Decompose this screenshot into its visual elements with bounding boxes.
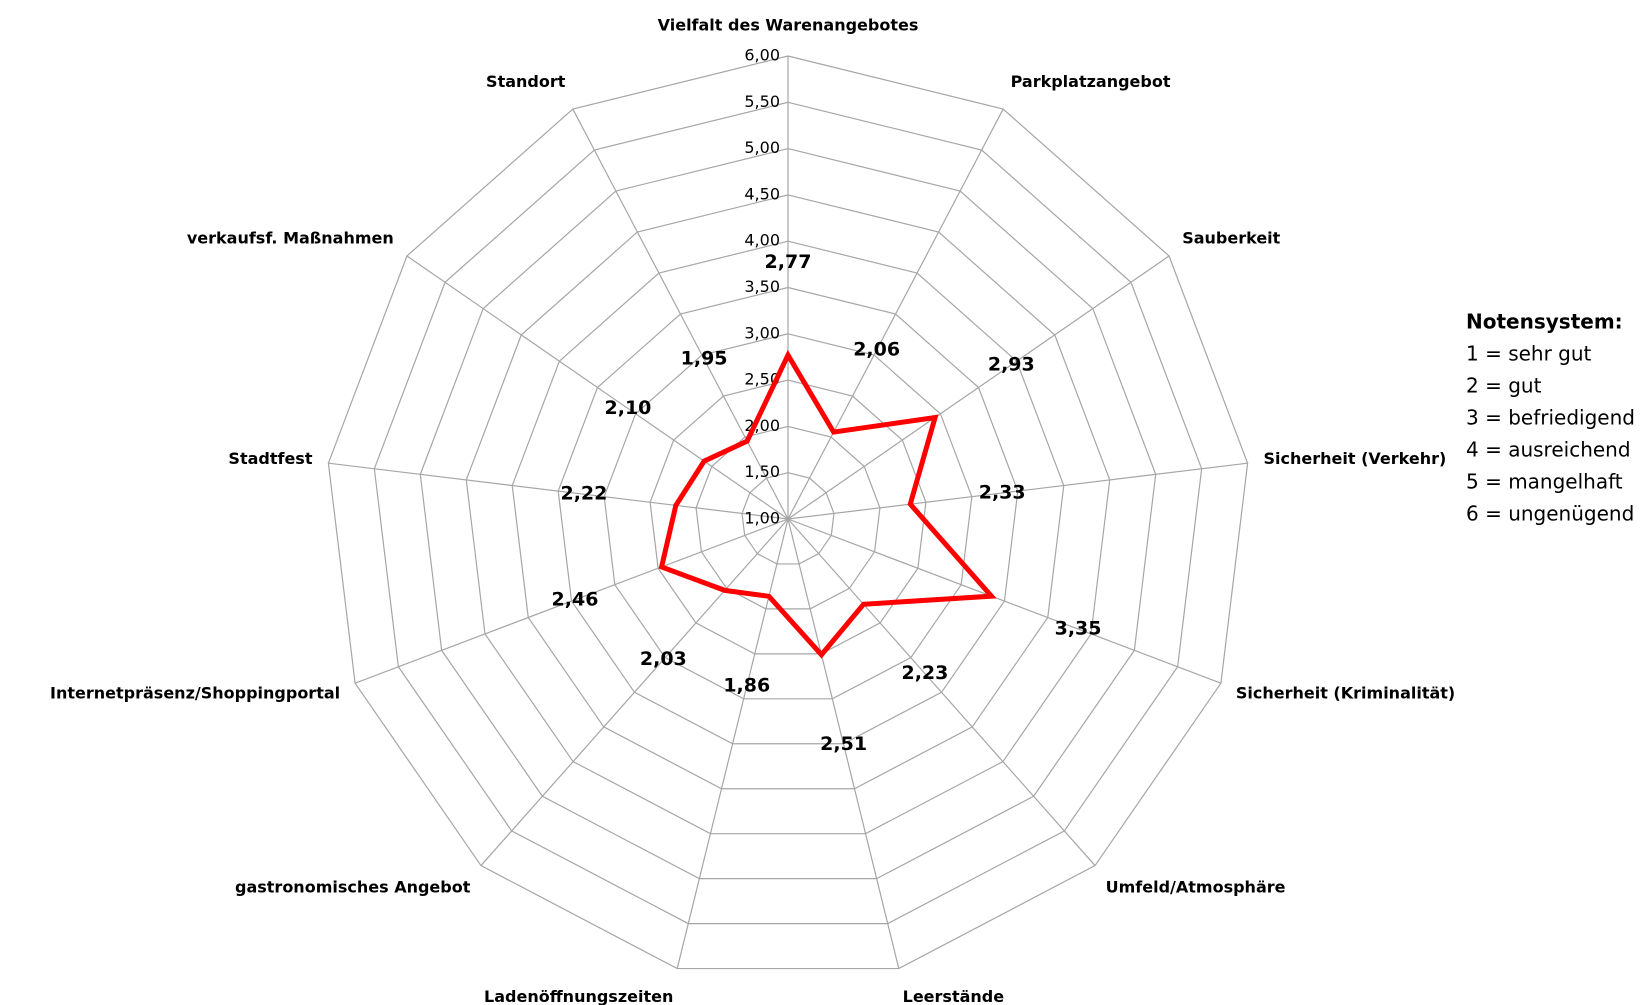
- category-label: Internetpräsenz/Shoppingportal: [50, 683, 340, 702]
- category-label: Sauberkeit: [1182, 228, 1280, 247]
- spoke: [787, 462, 1248, 520]
- y-tick-label: 6,00: [744, 46, 780, 65]
- category-label: Parkplatzangebot: [1011, 72, 1171, 91]
- spoke: [354, 518, 789, 684]
- spoke: [787, 518, 1096, 866]
- category-label: Umfeld/Atmosphäre: [1106, 878, 1286, 897]
- category-label: verkaufsf. Maßnahmen: [187, 228, 394, 247]
- value-label: 2,22: [560, 483, 607, 505]
- grid-ring: [649, 379, 927, 655]
- value-label: 1,95: [681, 348, 728, 370]
- notes-item: 6 = ungenügend: [1466, 502, 1634, 526]
- spoke: [406, 255, 789, 520]
- notes-item: 2 = gut: [1466, 374, 1542, 398]
- notes-item: 3 = befriedigend: [1466, 406, 1635, 430]
- value-label: 2,93: [988, 353, 1035, 375]
- y-tick-label: 3,00: [744, 323, 780, 342]
- value-label: 2,77: [765, 251, 812, 273]
- spoke: [572, 108, 789, 520]
- grid-ring: [419, 147, 1157, 880]
- notes-item: 5 = mangelhaft: [1466, 470, 1623, 494]
- value-label: 3,35: [1055, 618, 1102, 640]
- spoke: [787, 108, 1004, 520]
- category-label: Sicherheit (Verkehr): [1264, 449, 1447, 468]
- category-label: Vielfalt des Warenangebotes: [658, 16, 919, 35]
- value-label: 1,86: [723, 675, 770, 697]
- value-label: 2,33: [979, 481, 1026, 503]
- grid-ring: [557, 286, 1019, 745]
- notes-title: Notensystem:: [1466, 310, 1623, 334]
- value-label: 2,23: [901, 662, 948, 684]
- grid-ring: [511, 240, 1065, 790]
- category-label: Standort: [486, 72, 566, 91]
- data-line: [658, 349, 997, 659]
- spoke: [787, 518, 900, 969]
- category-label: Ladenöffnungszeiten: [484, 987, 673, 1005]
- grid-ring: [695, 425, 881, 610]
- category-label: Leerstände: [903, 987, 1005, 1005]
- y-tick-label: 5,50: [744, 92, 780, 111]
- y-tick-label: 1,00: [744, 509, 780, 528]
- spoke: [787, 255, 1170, 520]
- spoke: [480, 518, 789, 866]
- y-tick-label: 3,50: [744, 277, 780, 296]
- spoke: [328, 462, 789, 520]
- y-tick-label: 2,50: [744, 370, 780, 389]
- value-label: 2,06: [853, 339, 900, 361]
- notes-item: 1 = sehr gut: [1466, 342, 1592, 366]
- grid-ring: [327, 55, 1249, 970]
- y-tick-label: 4,50: [744, 184, 780, 203]
- category-label: Sicherheit (Kriminalität): [1236, 683, 1455, 702]
- grid-ring: [603, 333, 973, 700]
- notes-item: 4 = ausreichend: [1466, 438, 1631, 462]
- value-label: 2,10: [605, 397, 652, 419]
- y-tick-label: 4,00: [744, 231, 780, 250]
- spoke: [787, 518, 1222, 684]
- y-tick-label: 5,00: [744, 138, 780, 157]
- category-label: Stadtfest: [228, 449, 312, 468]
- grid-ring: [373, 101, 1203, 925]
- value-label: 2,51: [820, 733, 867, 755]
- grid-ring: [741, 472, 835, 565]
- y-tick-label: 1,50: [744, 462, 780, 481]
- value-label: 2,46: [552, 588, 599, 610]
- category-label: gastronomisches Angebot: [235, 878, 471, 897]
- grid-ring: [465, 194, 1111, 835]
- value-label: 2,03: [640, 648, 687, 670]
